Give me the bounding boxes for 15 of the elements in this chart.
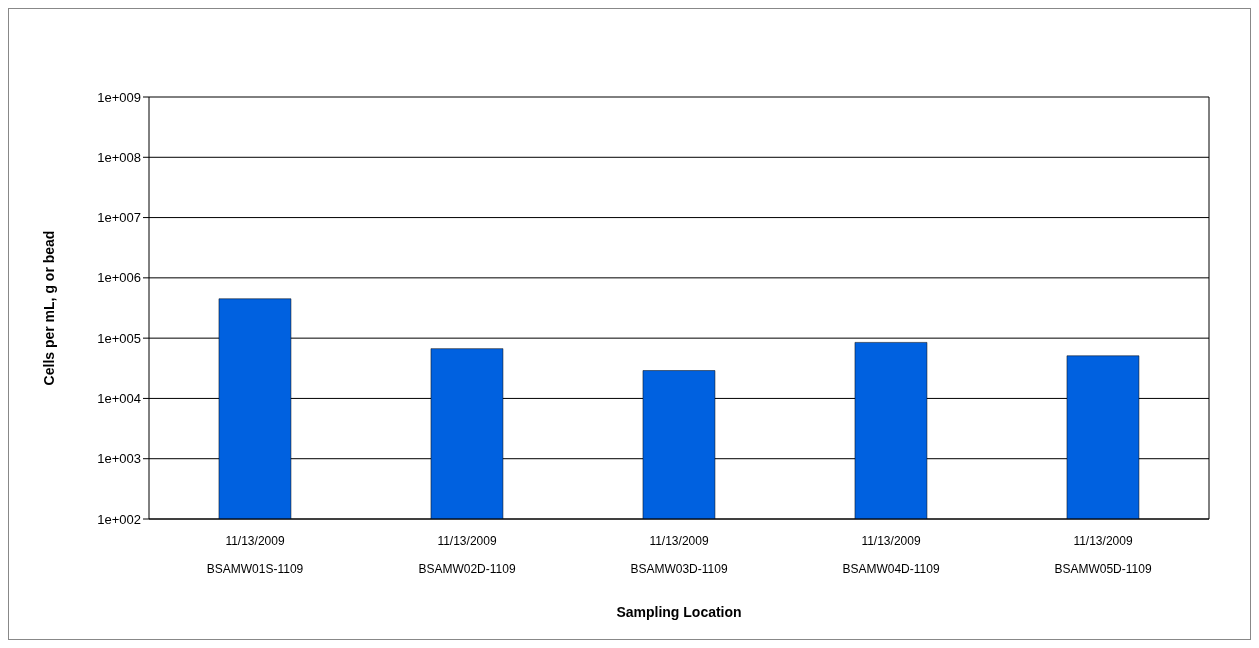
y-tick-label: 1e+002 xyxy=(97,511,141,527)
y-tick-label: 1e+003 xyxy=(97,451,141,467)
y-tick-label: 1e+006 xyxy=(97,270,141,286)
x-tick-label: 11/13/2009 BSAMW02D-1109 xyxy=(418,534,516,576)
x-tick-label: 11/13/2009 BSAMW04D-1109 xyxy=(842,534,940,576)
x-tick-label: 11/13/2009 BSAMW05D-1109 xyxy=(1054,534,1152,576)
x-axis-title: Sampling Location xyxy=(616,604,742,620)
y-tick-label: 1e+008 xyxy=(97,149,141,165)
y-tick-label: 1e+007 xyxy=(97,210,141,226)
x-tick-label: 11/13/2009 BSAMW01S-1109 xyxy=(206,534,304,576)
y-tick-label: 1e+004 xyxy=(97,391,141,407)
y-tick-label: 1e+009 xyxy=(97,89,141,105)
y-tick-label: 1e+005 xyxy=(97,330,141,346)
x-tick-label: 11/13/2009 BSAMW03D-1109 xyxy=(630,534,728,576)
y-axis-title: Cells per mL, g or bead xyxy=(40,230,57,386)
